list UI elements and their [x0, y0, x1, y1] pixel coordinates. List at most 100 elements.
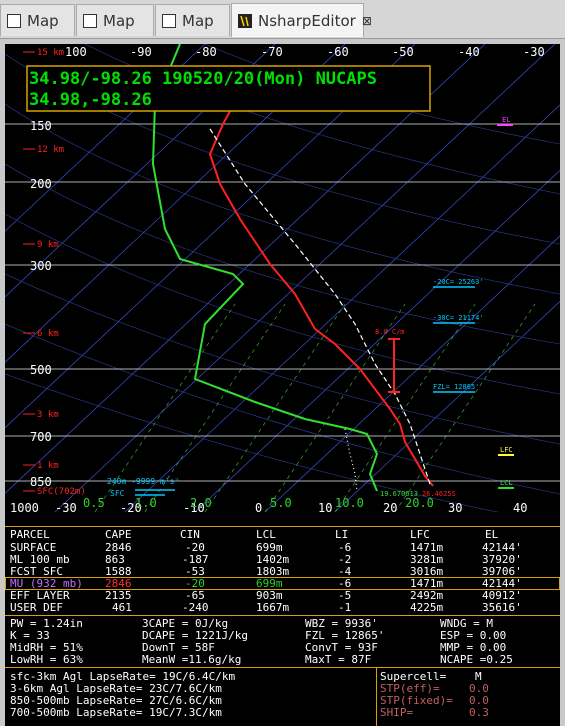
- dewpoint-profile: [151, 44, 379, 492]
- thermo-value: FZL = 12865': [305, 629, 385, 642]
- mixing-ratio-label: 20.0: [405, 496, 434, 510]
- lapse-value: 850-500mb LapseRate= 27C/6.6C/km: [10, 694, 222, 707]
- temp-tick-label: 0: [255, 501, 262, 515]
- height-label: 3 km: [37, 410, 59, 420]
- parcel-row-fcst[interactable]: FCST SFC 1588 -53 1803m -4 3016m 39706': [5, 565, 560, 578]
- temp-tick-label: -60: [327, 45, 349, 59]
- severe-row: Supercell= M: [5, 670, 560, 683]
- severe-row: STP(eff)= 0.0: [5, 682, 560, 695]
- el-value: 42144': [482, 541, 522, 554]
- map-icon: [7, 13, 21, 28]
- el-value: 35616': [482, 601, 522, 614]
- close-icon[interactable]: ⊠: [361, 13, 372, 28]
- li-value: -4: [338, 565, 352, 578]
- lfc-value: 3281m: [410, 553, 444, 566]
- severe-value: 0.3: [469, 706, 489, 719]
- thermo-row: PW = 1.24in 3CAPE = 0J/kg WBZ = 9936' WN…: [5, 617, 560, 630]
- parcel-row-surface[interactable]: SURFACE 2846 -20 699m -6 1471m 42144': [5, 541, 560, 554]
- map-icon: [162, 13, 176, 28]
- severe-row: STP(fixed)= 0.0: [5, 694, 560, 707]
- severe-value: 0.0: [469, 682, 489, 695]
- mixing-ratio-label: 1.0: [135, 496, 157, 510]
- cape-col-header: CAPE: [105, 528, 132, 541]
- mixing-ratio-label: 0.5: [83, 496, 105, 510]
- thermo-row: MidRH = 51% DownT = 58F ConvT = 93F MMP …: [5, 641, 560, 654]
- lapse-value: sfc-3km Agl LapseRate= 19C/6.4C/km: [10, 670, 236, 683]
- temp-tick-label: 30: [448, 501, 462, 515]
- lfc-value: 1471m: [410, 541, 444, 554]
- parcel-row-user[interactable]: USER DEF 461 -240 1667m -1 4225m 35616': [5, 601, 560, 614]
- thermo-value: MaxT = 87F: [305, 653, 372, 666]
- severe-label: STP(eff)=: [380, 682, 440, 695]
- dcape-lapse-label: 8.0 C/m: [375, 328, 405, 336]
- lcl-value: 903m: [256, 589, 283, 602]
- el-value: 42144': [482, 577, 522, 590]
- sfc-temp-label: 19.670613: [380, 490, 418, 498]
- lapse-row: 850-500mb LapseRate= 27C/6.6C/km: [5, 694, 560, 707]
- thermo-value: 3CAPE = 0J/kg: [142, 617, 229, 630]
- downdraft-trace: [344, 428, 358, 492]
- map-icon: [83, 13, 97, 28]
- hgt-20c-label: -20C= 25263': [433, 278, 484, 286]
- tab-label: Map: [182, 11, 214, 30]
- temp-tick-label: 20: [383, 501, 397, 515]
- height-label: 9 km: [37, 240, 59, 250]
- lapse-row: 3-6km Agl LapseRate= 23C/7.6C/km: [5, 682, 560, 695]
- lcl-value: 1667m: [256, 601, 290, 614]
- temp-tick-label: -90: [130, 45, 152, 59]
- fzl-label: FZL= 12865': [433, 383, 479, 391]
- sfc-label: SFC: [110, 489, 125, 498]
- storm-motion-label: 240m -9999 m²s²: [107, 477, 179, 486]
- thermo-value: ConvT = 93F: [305, 641, 378, 654]
- pressure-label: 500: [30, 363, 52, 377]
- cin-value: -187: [182, 553, 209, 566]
- temp-tick-label: -80: [195, 45, 217, 59]
- el-value: 37920': [482, 553, 522, 566]
- cape-value: 461: [112, 601, 132, 614]
- parcel-name: SURFACE: [10, 541, 57, 554]
- thermo-value: DownT = 58F: [142, 641, 215, 654]
- parameter-tables: PARCEL CAPE CIN LCL LI LFC EL SURFACE 28…: [5, 526, 560, 726]
- sfc-wind-barb: [135, 489, 175, 496]
- cape-value: 2135: [105, 589, 132, 602]
- thermo-value: ESP = 0.00: [440, 629, 507, 642]
- temp-tick-label: -40: [458, 45, 480, 59]
- separator: [5, 526, 560, 527]
- parcel-row-eff[interactable]: EFF LAYER 2135 -65 903m -5 2492m 40912': [5, 589, 560, 602]
- pressure-label: 300: [30, 259, 52, 273]
- thermo-row: LowRH = 63% MeanW =11.6g/kg MaxT = 87F N…: [5, 653, 560, 666]
- lapse-value: 700-500mb LapseRate= 19C/7.3C/km: [10, 706, 222, 719]
- tab-map-2[interactable]: Map: [76, 4, 154, 36]
- pressure-label: 1000: [10, 501, 39, 515]
- pressure-label: 700: [30, 430, 52, 444]
- severe-row: SHIP= 0.3: [5, 706, 560, 719]
- selected-parcel-box: [5, 577, 560, 590]
- cape-value: 2846: [105, 577, 132, 590]
- tab-map-3[interactable]: Map: [155, 4, 230, 36]
- li-value: -2: [338, 553, 352, 566]
- parcel-name: MU (932 mb): [10, 577, 83, 590]
- tab-label: NsharpEditor: [258, 11, 356, 30]
- lapse-row: sfc-3km Agl LapseRate= 19C/6.4C/km: [5, 670, 560, 683]
- skewt-diagram: 100 -90 -80 -70 -60 -50 -40 -30 -30 -20 …: [5, 44, 560, 524]
- lcl-value: 1803m: [256, 565, 290, 578]
- parcel-row-mu[interactable]: MU (932 mb) 2846 -20 699m -6 1471m 42144…: [5, 577, 560, 590]
- lapse-row: 700-500mb LapseRate= 19C/7.3C/km: [5, 706, 560, 719]
- cape-value: 863: [105, 553, 125, 566]
- tab-map-1[interactable]: Map: [0, 4, 75, 36]
- lapse-rate-bracket: [388, 338, 400, 393]
- hgt-30c-label: -30C= 21174': [433, 314, 484, 322]
- parcel-name: USER DEF: [10, 601, 63, 614]
- tab-nsharp-editor[interactable]: NsharpEditor ⊠: [231, 3, 372, 37]
- separator: [5, 615, 560, 616]
- editor-tab-bar: Map Map Map NsharpEditor ⊠: [0, 0, 565, 39]
- li-value: -5: [338, 589, 352, 602]
- thermo-value: K = 33: [10, 629, 50, 642]
- pressure-label: 850: [30, 475, 52, 489]
- pressure-label: 200: [30, 177, 52, 191]
- lcl-col-header: LCL: [256, 528, 276, 541]
- cin-value: -240: [182, 601, 209, 614]
- cape-value: 2846: [105, 541, 132, 554]
- thermo-value: MMP = 0.00: [440, 641, 507, 654]
- parcel-row-ml[interactable]: ML 100 mb 863 -187 1402m -2 3281m 37920': [5, 553, 560, 566]
